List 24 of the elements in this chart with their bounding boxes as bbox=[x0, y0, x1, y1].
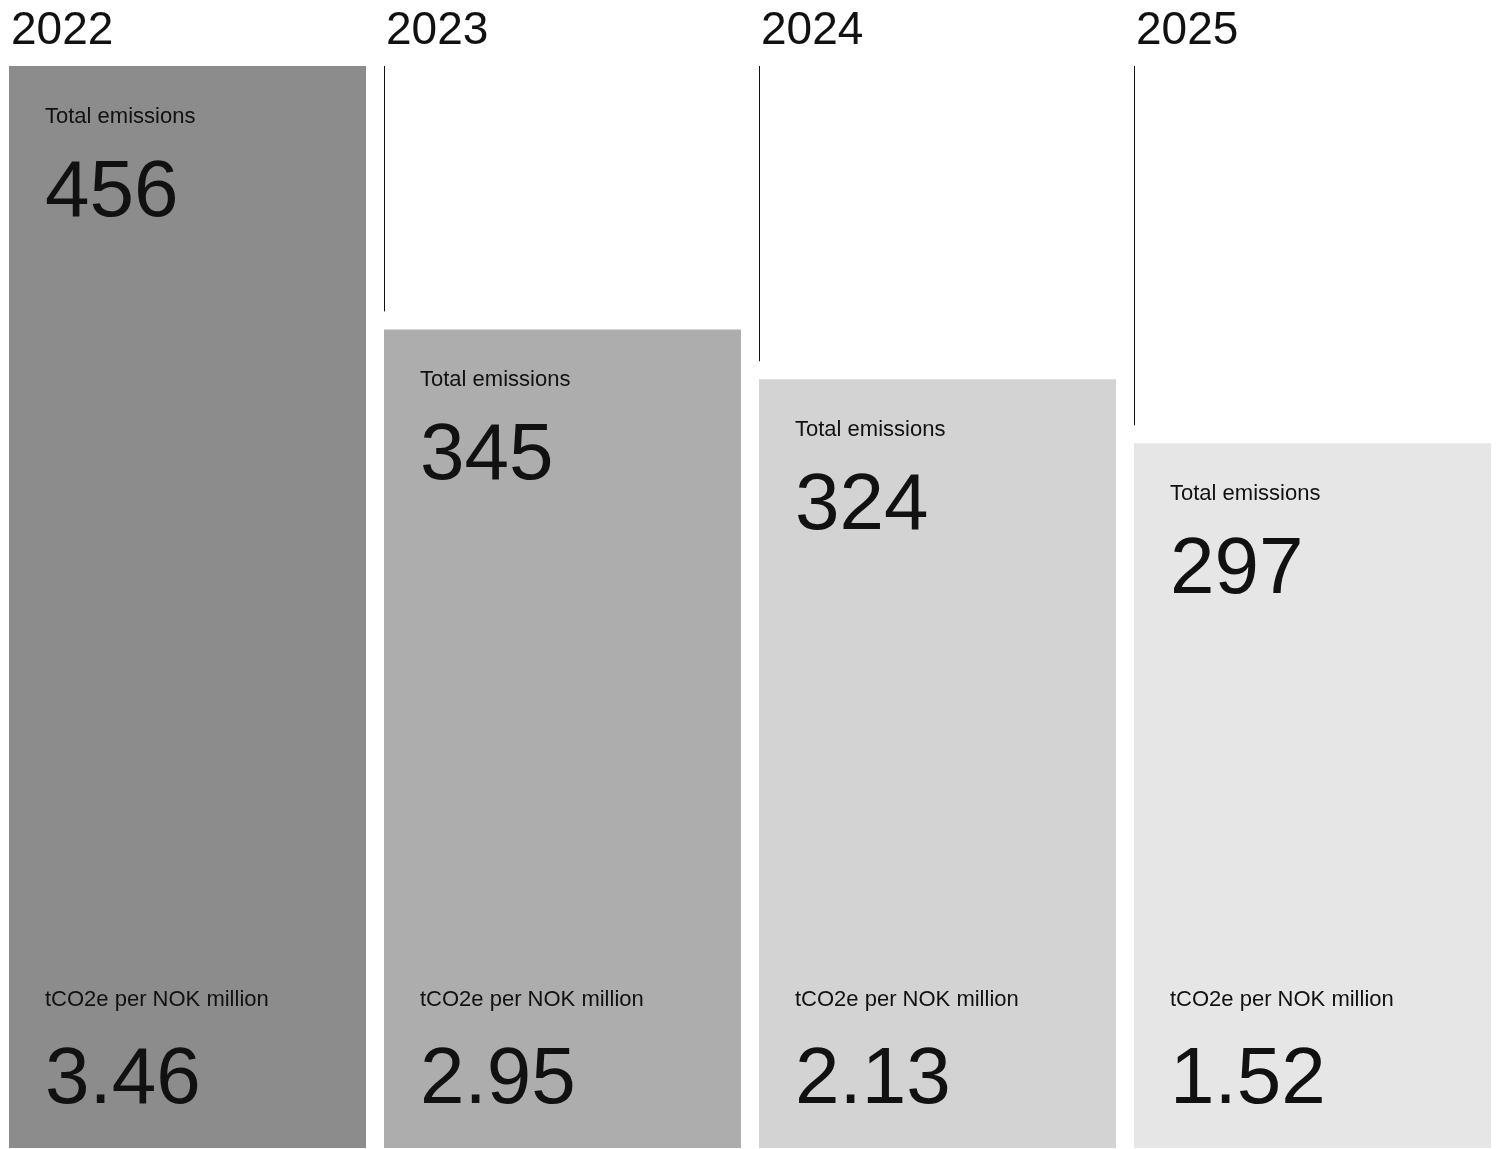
bar bbox=[1134, 443, 1491, 1148]
annotation: 2.95 bbox=[420, 1031, 576, 1120]
x-tick-label: 2022 bbox=[11, 2, 114, 54]
x-tick-label: 2023 bbox=[386, 2, 489, 54]
text: Total emissions bbox=[1170, 480, 1321, 506]
bar bbox=[9, 66, 366, 1148]
bar bbox=[384, 329, 741, 1148]
annotation: tCO2e per NOK million bbox=[45, 986, 269, 1011]
x-tick-label: 2025 bbox=[1136, 2, 1239, 54]
text: Total emissions bbox=[420, 366, 571, 392]
data-label: 456 bbox=[45, 144, 179, 233]
data-label: 324 bbox=[795, 457, 929, 547]
annotation: tCO2e per NOK million bbox=[1170, 986, 1394, 1011]
data-label: 297 bbox=[1170, 521, 1304, 611]
annotation: 1.52 bbox=[1170, 1031, 1326, 1120]
annotation: 3.46 bbox=[45, 1031, 201, 1120]
data-label: 345 bbox=[420, 407, 554, 497]
series-label: Total emissions bbox=[45, 103, 196, 128]
annotation: 2.13 bbox=[795, 1031, 951, 1120]
bar bbox=[759, 379, 1116, 1148]
annotation: tCO2e per NOK million bbox=[420, 986, 644, 1011]
annotation: tCO2e per NOK million bbox=[795, 986, 1019, 1011]
x-tick-label: 2024 bbox=[761, 2, 864, 54]
text: Total emissions bbox=[795, 416, 946, 442]
